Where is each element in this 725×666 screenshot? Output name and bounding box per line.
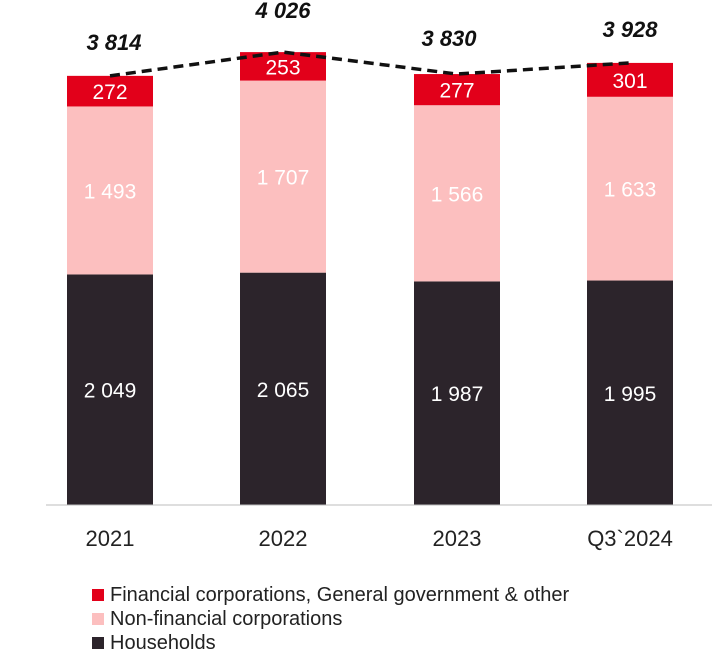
- total-dashed-line: [109, 50, 631, 78]
- bar-households-2023: [414, 281, 500, 505]
- legend-item-households: Households: [92, 631, 569, 655]
- data-label-households-q3-2024: 1 995: [604, 383, 657, 406]
- total-label-2023: 3 830: [421, 26, 477, 51]
- legend-item-non-financial: Non-financial corporations: [92, 607, 569, 631]
- total-label-2021: 3 814: [86, 30, 141, 55]
- totals-group: 3 814 4 026 3 830 3 928: [86, 0, 658, 78]
- x-tick-label-q3-2024: Q3`2024: [587, 526, 673, 551]
- data-label-non-financial-corporations-2023: 1 566: [431, 183, 484, 206]
- data-label-non-financial-corporations-q3-2024: 1 633: [604, 179, 657, 202]
- legend-swatch-financial: [92, 589, 104, 601]
- bar-non-financial-corporations-2022: [240, 80, 326, 273]
- x-tick-label-2022: 2022: [259, 526, 308, 551]
- data-label-financial-corporations-general-government-other-q3-2024: 301: [612, 70, 647, 93]
- legend-label-non-financial: Non-financial corporations: [110, 607, 343, 630]
- data-label-households-2021: 2 049: [84, 380, 137, 403]
- data-label-non-financial-corporations-2022: 1 707: [257, 167, 310, 190]
- legend-swatch-non-financial: [92, 613, 104, 625]
- data-label-financial-corporations-general-government-other-2023: 277: [439, 80, 474, 103]
- bar-financial-corporations-general-government-other-q3-2024: [587, 62, 673, 97]
- bar-financial-corporations-general-government-other-2023: [414, 74, 500, 106]
- bar-households-2021: [67, 274, 153, 505]
- x-tick-label-2023: 2023: [433, 526, 482, 551]
- total-label-2022: 4 026: [254, 0, 311, 23]
- bar-non-financial-corporations-2021: [67, 106, 153, 275]
- x-tick-label-2021: 2021: [86, 526, 135, 551]
- data-label-financial-corporations-general-government-other-2022: 253: [265, 56, 300, 79]
- bar-financial-corporations-general-government-other-2021: [67, 75, 153, 107]
- legend-label-financial: Financial corporations, General governme…: [110, 583, 570, 606]
- data-label-non-financial-corporations-2021: 1 493: [84, 180, 137, 203]
- data-label-financial-corporations-general-government-other-2021: 272: [92, 81, 127, 104]
- x-tick-labels: 2021 2022 2023 Q3`2024: [86, 526, 673, 551]
- data-label-households-2022: 2 065: [257, 379, 310, 402]
- bar-households-q3-2024: [587, 280, 673, 505]
- bar-households-2022: [240, 272, 326, 505]
- legend-label-households: Households: [110, 631, 216, 654]
- legend-item-financial: Financial corporations, General governme…: [92, 583, 569, 607]
- legend-swatch-households: [92, 637, 104, 649]
- data-label-households-2023: 1 987: [431, 383, 484, 406]
- bar-non-financial-corporations-2023: [414, 105, 500, 282]
- total-label-q3-2024: 3 928: [602, 17, 658, 42]
- bars-group: 2 049 1 493 272 2 065 1 707 253 1 987 1 566 277 1…: [67, 52, 673, 505]
- legend: Financial corporations, General governme…: [92, 583, 569, 655]
- bar-non-financial-corporations-q3-2024: [587, 96, 673, 281]
